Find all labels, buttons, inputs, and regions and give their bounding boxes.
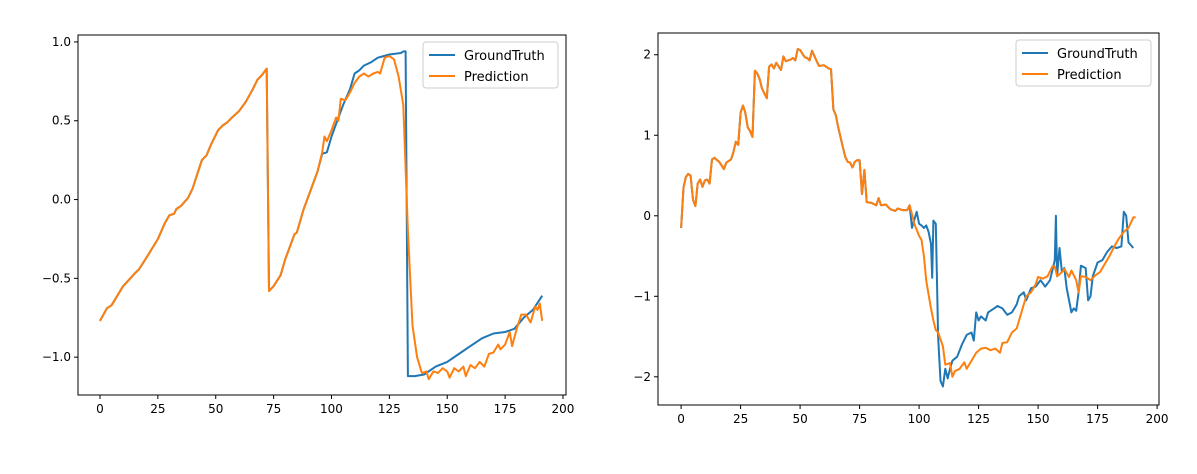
legend-label: GroundTruth bbox=[464, 49, 545, 64]
y-tick-label: −1.0 bbox=[42, 350, 71, 364]
x-tick-label: 25 bbox=[150, 402, 165, 416]
x-tick-label: 75 bbox=[852, 412, 867, 426]
x-tick-label: 150 bbox=[436, 402, 459, 416]
y-tick-label: 0.5 bbox=[52, 114, 71, 128]
legend-label: GroundTruth bbox=[1057, 47, 1138, 62]
axes-frame bbox=[657, 32, 1160, 406]
legend: GroundTruth Prediction bbox=[422, 41, 559, 89]
x-tick-label: 125 bbox=[378, 402, 401, 416]
x-tick-label: 0 bbox=[677, 412, 685, 426]
y-tick-label: 1.0 bbox=[52, 35, 71, 49]
x-tick-label: 175 bbox=[1086, 412, 1109, 426]
series-line-groundtruth bbox=[680, 48, 1135, 388]
x-tick-label: 175 bbox=[494, 402, 517, 416]
y-tick-label: 2 bbox=[643, 48, 651, 62]
x-tick-label: 150 bbox=[1027, 412, 1050, 426]
legend-label: Prediction bbox=[1057, 68, 1122, 83]
x-tick-label: 50 bbox=[208, 402, 223, 416]
y-tick-label: 1 bbox=[643, 128, 651, 142]
x-tick-label: 50 bbox=[792, 412, 807, 426]
chart-1: 0 25 50 75 100 125 150 175 200 −1.0 −0.5 0.0 0.5 1.0 G… bbox=[42, 34, 575, 416]
y-tick-label: 0 bbox=[643, 209, 651, 223]
legend-frame bbox=[422, 41, 559, 89]
x-tick-label: 200 bbox=[1146, 412, 1169, 426]
y-tick-label: −1 bbox=[633, 289, 651, 303]
x-tick-label: 75 bbox=[266, 402, 281, 416]
legend: GroundTruth Prediction bbox=[1015, 39, 1152, 87]
y-tick-label: −0.5 bbox=[42, 271, 71, 285]
y-tick-label: −2 bbox=[633, 370, 651, 384]
y-tick-label: 0.0 bbox=[52, 193, 71, 207]
x-tick-label: 100 bbox=[908, 412, 931, 426]
x-tick-label: 0 bbox=[96, 402, 104, 416]
chart-2: 0 25 50 75 100 125 150 175 200 −2 −1 0 1 2 GroundTruth… bbox=[633, 32, 1169, 426]
legend-frame bbox=[1015, 39, 1152, 87]
x-tick-label: 200 bbox=[552, 402, 575, 416]
legend-label: Prediction bbox=[464, 70, 529, 85]
axes-frame bbox=[77, 34, 567, 396]
series-line-groundtruth bbox=[99, 50, 544, 378]
series-line-prediction bbox=[99, 55, 544, 381]
series-line-prediction bbox=[680, 48, 1136, 378]
x-tick-label: 25 bbox=[733, 412, 748, 426]
x-tick-label: 125 bbox=[967, 412, 990, 426]
x-tick-label: 100 bbox=[320, 402, 343, 416]
